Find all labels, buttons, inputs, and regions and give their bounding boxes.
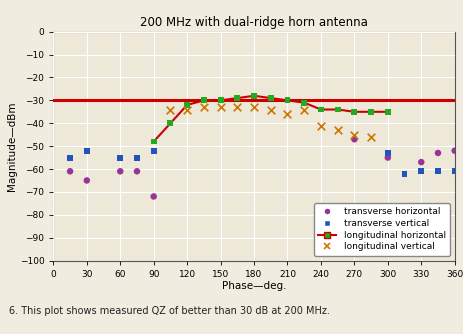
Point xyxy=(66,169,74,174)
Point xyxy=(83,148,90,153)
Point xyxy=(183,107,190,112)
Point xyxy=(200,105,207,110)
Point xyxy=(433,169,441,174)
Point xyxy=(417,159,424,165)
Point xyxy=(417,169,424,174)
X-axis label: Phase—deg.: Phase—deg. xyxy=(221,281,286,291)
Point xyxy=(383,155,391,160)
Point xyxy=(150,148,157,153)
Point xyxy=(283,98,291,103)
Point xyxy=(350,109,357,115)
Point xyxy=(433,150,441,156)
Point xyxy=(216,105,224,110)
Legend: transverse horizontal, transverse vertical, longitudinal horizontal, longitudina: transverse horizontal, transverse vertic… xyxy=(313,203,449,256)
Y-axis label: Magnitude—dBm: Magnitude—dBm xyxy=(7,102,17,191)
Point xyxy=(367,109,374,115)
Point xyxy=(400,171,407,176)
Point xyxy=(150,194,157,199)
Point xyxy=(166,107,174,112)
Point xyxy=(116,155,124,160)
Point xyxy=(350,137,357,142)
Text: 6. This plot shows measured QZ of better than 30 dB at 200 MHz.: 6. This plot shows measured QZ of better… xyxy=(9,307,330,316)
Point xyxy=(183,102,190,108)
Point xyxy=(116,169,124,174)
Point xyxy=(283,112,291,117)
Point xyxy=(150,139,157,144)
Point xyxy=(300,107,307,112)
Point xyxy=(233,96,240,101)
Title: 200 MHz with dual-ridge horn antenna: 200 MHz with dual-ridge horn antenna xyxy=(140,16,367,29)
Point xyxy=(267,96,274,101)
Point xyxy=(300,100,307,105)
Point xyxy=(317,123,324,128)
Point xyxy=(450,148,457,153)
Point xyxy=(133,155,140,160)
Point xyxy=(383,109,391,115)
Point xyxy=(233,105,240,110)
Point xyxy=(333,128,341,133)
Point xyxy=(250,105,257,110)
Point xyxy=(216,98,224,103)
Point xyxy=(317,107,324,112)
Point xyxy=(66,155,74,160)
Point xyxy=(383,150,391,156)
Point xyxy=(200,98,207,103)
Point xyxy=(83,178,90,183)
Point xyxy=(367,134,374,140)
Point xyxy=(450,169,457,174)
Point xyxy=(267,107,274,112)
Point xyxy=(166,121,174,126)
Point xyxy=(250,93,257,99)
Point xyxy=(333,107,341,112)
Point xyxy=(350,132,357,137)
Point xyxy=(133,169,140,174)
